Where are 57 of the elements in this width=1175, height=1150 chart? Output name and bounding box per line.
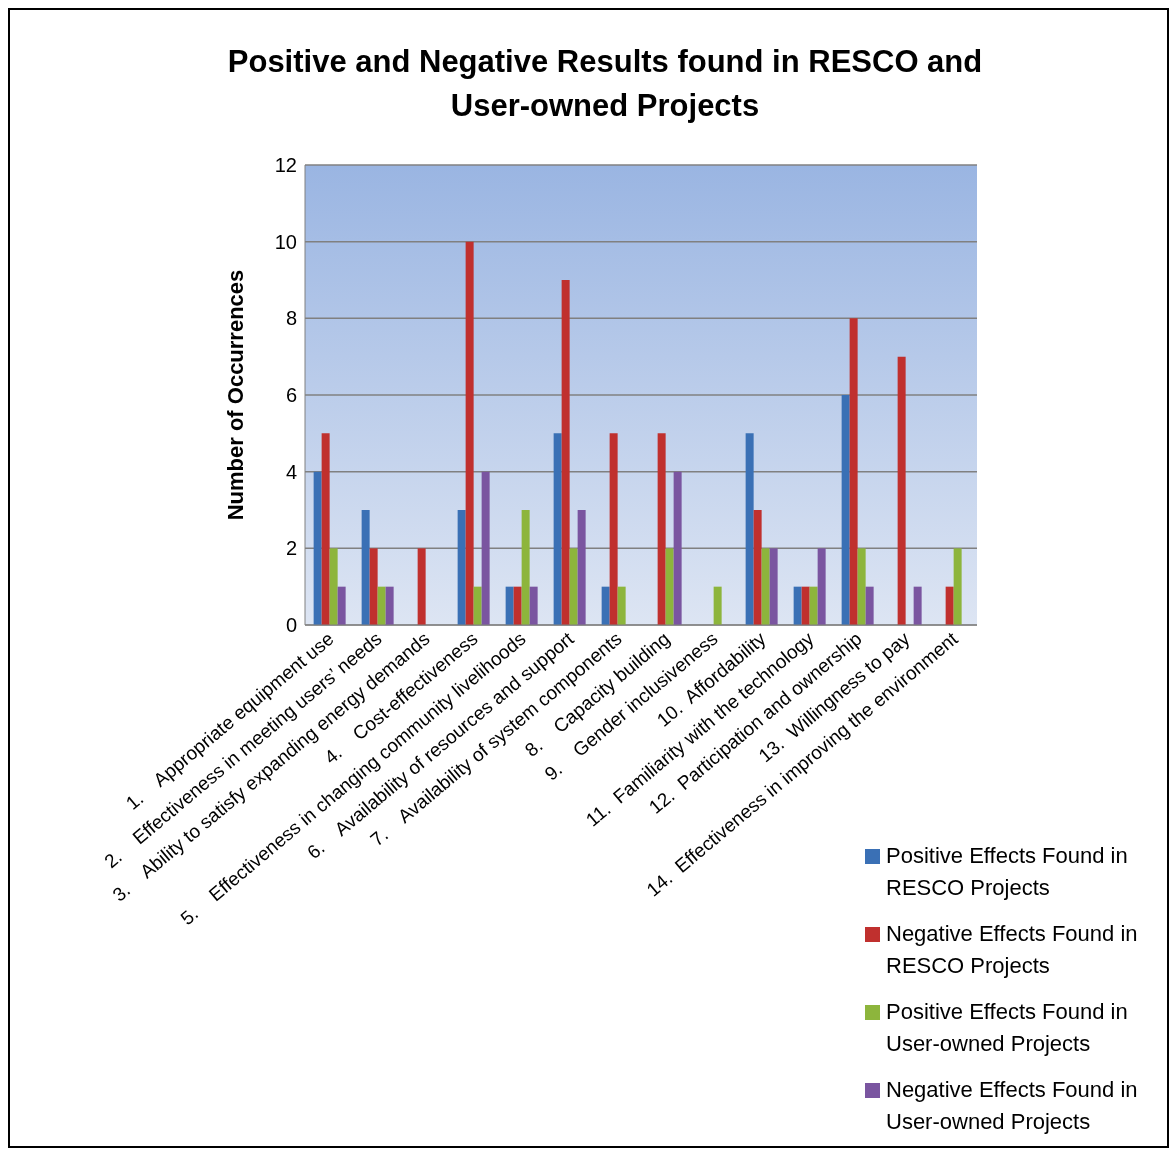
bar (753, 510, 762, 625)
bar (385, 586, 394, 625)
chart-title: Positive and Negative Results found in RESCO and User-owned Projects (226, 43, 984, 125)
bar (809, 586, 818, 625)
bar (953, 548, 962, 625)
legend-label: Negative Effects Found in User-owned Projects (886, 1076, 1139, 1136)
bar (473, 586, 482, 625)
bar (657, 433, 666, 625)
bar (913, 586, 922, 625)
bar (513, 586, 522, 625)
legend-label: Positive Effects Found in RESCO Projects (886, 842, 1129, 902)
bar (553, 433, 562, 625)
bar (465, 241, 474, 625)
bar (361, 510, 370, 625)
y-tick-label: 10 (274, 230, 297, 253)
bar (313, 471, 322, 625)
bar (897, 356, 906, 625)
y-tick-label: 12 (274, 154, 297, 177)
bar (377, 586, 386, 625)
bar (481, 471, 490, 625)
bar (505, 586, 514, 625)
bar (617, 586, 626, 625)
bar (529, 586, 538, 625)
bar (817, 548, 826, 625)
bar (417, 548, 426, 625)
y-tick-label: 0 (285, 614, 297, 637)
legend-label: Negative Effects Found in RESCO Projects (886, 920, 1139, 980)
bar (745, 433, 754, 625)
bar (601, 586, 610, 625)
bar (769, 548, 778, 625)
bar (609, 433, 618, 625)
bar (841, 395, 850, 625)
bar (561, 280, 570, 625)
bar (673, 471, 682, 625)
bar (457, 510, 466, 625)
bar (857, 548, 866, 625)
bar (329, 548, 338, 625)
bar (369, 548, 378, 625)
y-tick-label: 8 (285, 307, 297, 330)
bar (713, 586, 722, 625)
bar (321, 433, 330, 625)
bar (945, 586, 954, 625)
bar (793, 586, 802, 625)
bar (761, 548, 770, 625)
y-tick-label: 4 (285, 460, 297, 483)
bar (865, 586, 874, 625)
bar (569, 548, 578, 625)
y-tick-label: 2 (285, 537, 297, 560)
bar (849, 318, 858, 625)
y-tick-label: 6 (285, 384, 297, 407)
y-axis-title: Number of Occurrences (222, 269, 248, 521)
bar (665, 548, 674, 625)
bar (801, 586, 810, 625)
bar (337, 586, 346, 625)
bar (577, 510, 586, 625)
legend-label: Positive Effects Found in User-owned Projects (886, 998, 1129, 1058)
bar (521, 510, 530, 625)
